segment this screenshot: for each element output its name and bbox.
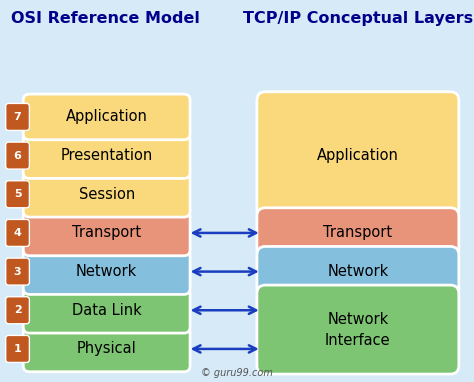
Text: Application: Application [317, 148, 399, 163]
FancyBboxPatch shape [23, 287, 190, 333]
Text: Network: Network [327, 264, 389, 279]
Text: Network
Interface: Network Interface [325, 312, 391, 348]
Text: Physical: Physical [77, 342, 137, 356]
Text: Data Link: Data Link [72, 303, 142, 318]
FancyBboxPatch shape [23, 172, 190, 217]
FancyBboxPatch shape [257, 208, 459, 258]
Text: 6: 6 [14, 151, 21, 160]
FancyBboxPatch shape [6, 181, 29, 208]
FancyBboxPatch shape [6, 297, 29, 324]
FancyBboxPatch shape [257, 285, 459, 374]
Text: TCP/IP Conceptual Layers: TCP/IP Conceptual Layers [243, 11, 473, 26]
Text: 5: 5 [14, 189, 21, 199]
FancyBboxPatch shape [257, 92, 459, 219]
Text: 4: 4 [14, 228, 21, 238]
Text: Network: Network [76, 264, 137, 279]
FancyBboxPatch shape [23, 133, 190, 178]
Text: 3: 3 [14, 267, 21, 277]
Text: 1: 1 [14, 344, 21, 354]
FancyBboxPatch shape [23, 326, 190, 372]
FancyBboxPatch shape [23, 210, 190, 256]
FancyBboxPatch shape [6, 258, 29, 285]
FancyBboxPatch shape [6, 219, 29, 246]
Text: 2: 2 [14, 305, 21, 315]
Text: Transport: Transport [323, 225, 392, 240]
Text: © guru99.com: © guru99.com [201, 368, 273, 378]
Text: Application: Application [66, 109, 147, 125]
FancyBboxPatch shape [6, 142, 29, 169]
FancyBboxPatch shape [23, 94, 190, 140]
FancyBboxPatch shape [257, 246, 459, 297]
FancyBboxPatch shape [6, 104, 29, 130]
FancyBboxPatch shape [6, 335, 29, 363]
Text: OSI Reference Model: OSI Reference Model [11, 11, 200, 26]
Text: 7: 7 [14, 112, 21, 122]
FancyBboxPatch shape [23, 249, 190, 295]
Text: Session: Session [79, 187, 135, 202]
Text: Transport: Transport [72, 225, 141, 240]
Text: Presentation: Presentation [61, 148, 153, 163]
